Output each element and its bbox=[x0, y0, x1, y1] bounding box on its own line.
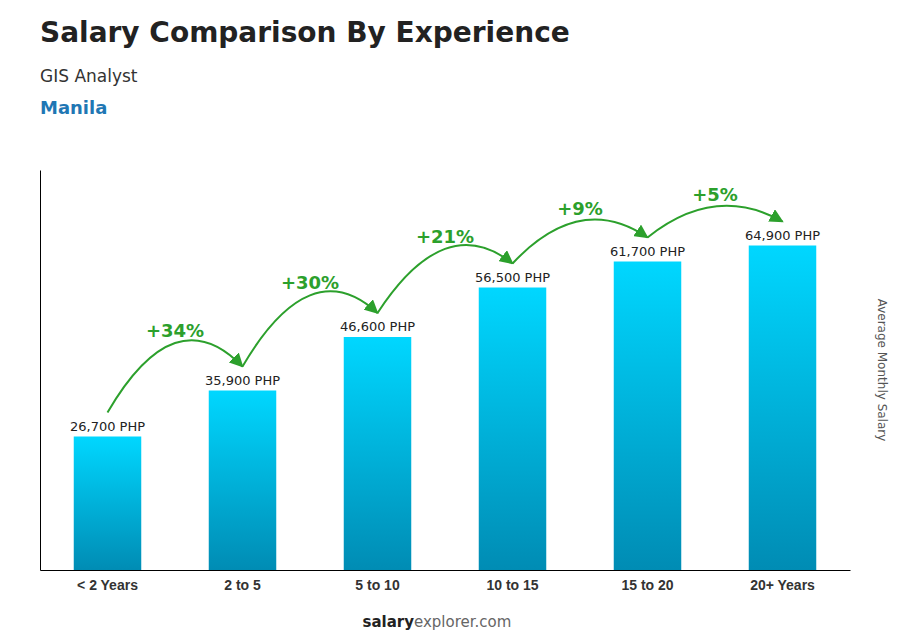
city: Manila bbox=[40, 97, 107, 118]
change-label: +21% bbox=[416, 226, 474, 247]
change-arrow bbox=[243, 291, 378, 366]
x-tick-label: 15 to 20 bbox=[621, 577, 673, 593]
change-arrow bbox=[378, 245, 513, 313]
change-annotations: +34% +30% +21% +9% +5% bbox=[108, 184, 783, 413]
data-label: 35,900 PHP bbox=[205, 373, 280, 388]
title: Salary Comparison By Experience bbox=[40, 16, 570, 49]
x-tick: 20+ Years bbox=[750, 570, 815, 593]
change-label: +30% bbox=[281, 272, 339, 293]
x-axis: < 2 Years 2 to 5 5 to 10 10 to 15 15 to 20 20… bbox=[41, 570, 851, 593]
bar bbox=[749, 246, 817, 571]
x-axis-line bbox=[41, 570, 851, 571]
x-tick: 10 to 15 bbox=[486, 570, 538, 593]
x-tick-label: 2 to 5 bbox=[224, 577, 261, 593]
x-tick: < 2 Years bbox=[77, 570, 138, 593]
x-tick: 15 to 20 bbox=[621, 570, 673, 593]
change-label: +9% bbox=[557, 198, 603, 219]
data-label: 64,900 PHP bbox=[745, 228, 820, 243]
x-tick: 2 to 5 bbox=[224, 570, 261, 593]
footer-bold: salary bbox=[363, 613, 415, 631]
change-arrow bbox=[108, 340, 243, 412]
change-label: +34% bbox=[146, 320, 204, 341]
data-label: 46,600 PHP bbox=[340, 319, 415, 334]
change-arrow bbox=[648, 206, 783, 238]
x-tick-label: 5 to 10 bbox=[355, 577, 400, 593]
change-label: +5% bbox=[692, 184, 738, 205]
subtitle: GIS Analyst bbox=[40, 66, 138, 86]
bar bbox=[614, 262, 682, 571]
x-tick-label: 10 to 15 bbox=[486, 577, 538, 593]
y-axis-title: Average Monthly Salary bbox=[875, 299, 889, 442]
data-label: 61,700 PHP bbox=[610, 244, 685, 259]
y-axis-line bbox=[40, 171, 41, 571]
x-tick-label: 20+ Years bbox=[750, 577, 815, 593]
chart: Salary Comparison By Experience GIS Analy… bbox=[0, 0, 900, 641]
data-label: 56,500 PHP bbox=[475, 270, 550, 285]
data-label: 26,700 PHP bbox=[70, 419, 145, 434]
footer-normal: explorer.com bbox=[414, 613, 511, 631]
change-arrow bbox=[513, 220, 648, 264]
bar bbox=[209, 391, 277, 571]
data-labels: 26,700 PHP 35,900 PHP 46,600 PHP 56,500 PHP… bbox=[70, 228, 820, 434]
bar bbox=[74, 437, 142, 571]
bar bbox=[479, 288, 547, 571]
bar bbox=[344, 337, 412, 570]
y-axis bbox=[40, 171, 41, 571]
bars bbox=[74, 246, 817, 571]
plot: < 2 Years 2 to 5 5 to 10 10 to 15 15 to 20 20… bbox=[41, 171, 851, 593]
x-tick-label: < 2 Years bbox=[77, 577, 138, 593]
x-tick: 5 to 10 bbox=[355, 570, 400, 593]
